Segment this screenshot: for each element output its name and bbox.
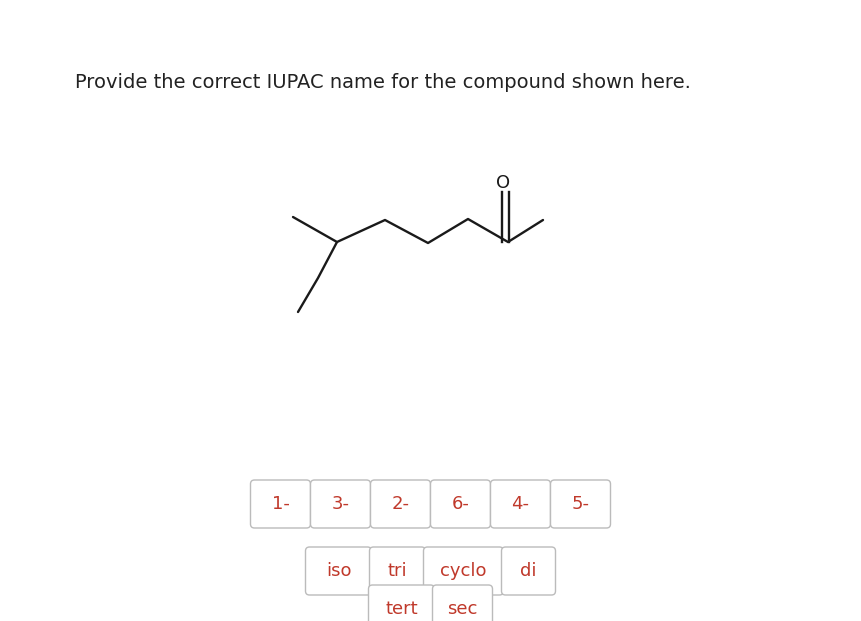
- Text: 4-: 4-: [511, 495, 530, 513]
- Text: Question 4 of 32: Question 4 of 32: [358, 11, 503, 29]
- Text: O: O: [496, 174, 510, 192]
- FancyBboxPatch shape: [430, 480, 491, 528]
- FancyBboxPatch shape: [311, 480, 370, 528]
- Text: 1-: 1-: [271, 495, 289, 513]
- Text: sec: sec: [448, 600, 478, 618]
- FancyBboxPatch shape: [369, 547, 425, 595]
- FancyBboxPatch shape: [370, 480, 430, 528]
- Text: iso: iso: [325, 562, 351, 580]
- FancyBboxPatch shape: [501, 547, 555, 595]
- Text: 6-: 6-: [451, 495, 469, 513]
- FancyBboxPatch shape: [306, 547, 371, 595]
- Text: cyclo: cyclo: [440, 562, 486, 580]
- FancyBboxPatch shape: [251, 480, 311, 528]
- Text: 3-: 3-: [331, 495, 350, 513]
- FancyBboxPatch shape: [369, 585, 435, 621]
- FancyBboxPatch shape: [424, 547, 504, 595]
- Text: 2-: 2-: [392, 495, 410, 513]
- Text: 5-: 5-: [572, 495, 590, 513]
- FancyBboxPatch shape: [491, 480, 550, 528]
- Text: tert: tert: [385, 600, 418, 618]
- FancyBboxPatch shape: [432, 585, 492, 621]
- Text: tri: tri: [387, 562, 407, 580]
- Text: Provide the correct IUPAC name for the compound shown here.: Provide the correct IUPAC name for the c…: [75, 73, 691, 91]
- Text: di: di: [520, 562, 536, 580]
- FancyBboxPatch shape: [550, 480, 610, 528]
